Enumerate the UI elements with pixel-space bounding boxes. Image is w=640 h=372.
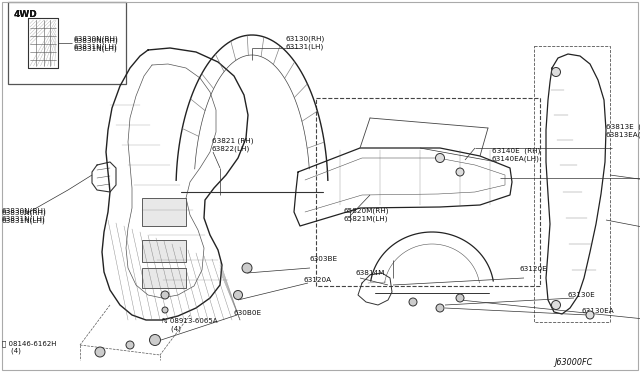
Bar bbox=[142, 240, 186, 262]
Text: 63830N(RH)
63831N(LH): 63830N(RH) 63831N(LH) bbox=[73, 36, 118, 50]
Text: 63813E  (RH)
63813EA(LH): 63813E (RH) 63813EA(LH) bbox=[606, 124, 640, 138]
Text: 63821 (RH)
63822(LH): 63821 (RH) 63822(LH) bbox=[212, 138, 253, 152]
Text: 4WD: 4WD bbox=[14, 10, 38, 19]
Circle shape bbox=[162, 307, 168, 313]
Text: 63814M: 63814M bbox=[355, 270, 385, 276]
Circle shape bbox=[456, 168, 464, 176]
Circle shape bbox=[242, 263, 252, 273]
Text: B: B bbox=[98, 350, 102, 355]
Bar bbox=[534, 46, 610, 322]
Bar bbox=[8, 2, 126, 84]
Circle shape bbox=[409, 298, 417, 306]
Text: Ⓑ 08146-6162H
    (4): Ⓑ 08146-6162H (4) bbox=[2, 340, 56, 354]
Text: 63130(RH)
63131(LH): 63130(RH) 63131(LH) bbox=[286, 36, 325, 50]
Text: 63130E: 63130E bbox=[568, 292, 596, 298]
Text: 63120E: 63120E bbox=[520, 266, 548, 272]
Circle shape bbox=[586, 311, 594, 319]
Text: 63830N(RH)
63831N(LH): 63830N(RH) 63831N(LH) bbox=[2, 210, 47, 224]
Circle shape bbox=[435, 154, 445, 163]
Bar bbox=[142, 268, 186, 288]
Circle shape bbox=[126, 341, 134, 349]
Text: 63830N(RH)
63831N(LH): 63830N(RH) 63831N(LH) bbox=[2, 208, 47, 222]
Circle shape bbox=[552, 67, 561, 77]
Text: 65820M(RH)
65821M(LH): 65820M(RH) 65821M(LH) bbox=[344, 208, 390, 222]
Circle shape bbox=[161, 291, 169, 299]
Circle shape bbox=[456, 294, 464, 302]
Bar bbox=[316, 98, 540, 286]
Text: N: N bbox=[153, 337, 157, 343]
Text: 63830N(RH)
63831N(LH): 63830N(RH) 63831N(LH) bbox=[73, 38, 118, 52]
Text: 6303BE: 6303BE bbox=[310, 256, 338, 262]
Circle shape bbox=[234, 291, 243, 299]
Circle shape bbox=[150, 334, 161, 346]
Text: 630B0E: 630B0E bbox=[234, 310, 262, 316]
Text: 4WD: 4WD bbox=[14, 10, 38, 19]
Text: 63140E  (RH)
63140EA(LH): 63140E (RH) 63140EA(LH) bbox=[492, 148, 540, 162]
Circle shape bbox=[436, 304, 444, 312]
Text: J63000FC: J63000FC bbox=[554, 358, 592, 367]
Text: 63130EA: 63130EA bbox=[582, 308, 615, 314]
Circle shape bbox=[95, 347, 105, 357]
Text: 63120A: 63120A bbox=[304, 277, 332, 283]
Text: ℕ 08913-6065A
    (4): ℕ 08913-6065A (4) bbox=[162, 318, 218, 331]
Circle shape bbox=[552, 301, 561, 310]
Bar bbox=[142, 198, 186, 226]
